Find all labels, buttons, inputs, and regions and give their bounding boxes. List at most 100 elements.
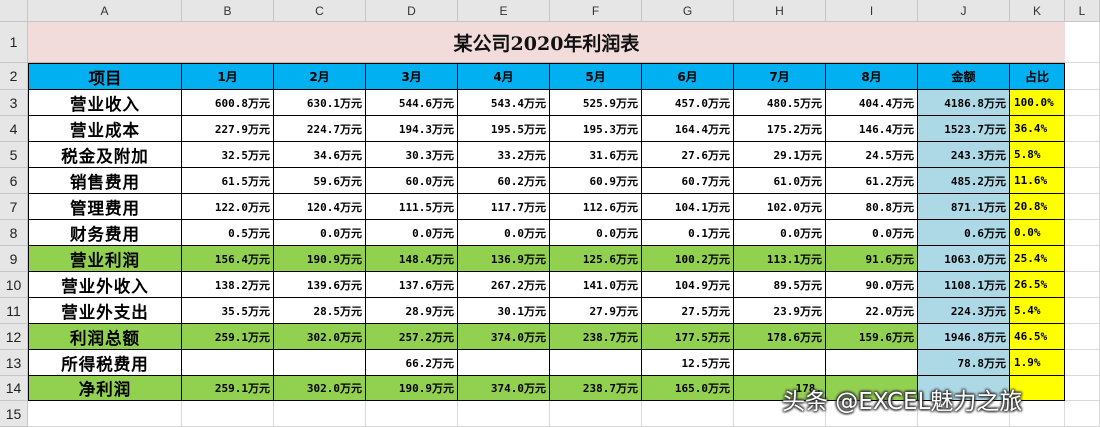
total-amount-cell[interactable]: 1523.7万元 <box>918 116 1010 142</box>
row-label[interactable]: 营业外支出 <box>28 298 182 324</box>
month-value-cell[interactable]: 34.6万元 <box>274 142 366 168</box>
row-header-11[interactable]: 11 <box>0 298 28 324</box>
month-value-cell[interactable]: 164.4万元 <box>642 116 734 142</box>
month-value-cell[interactable]: 66.2万元 <box>366 350 458 376</box>
month-value-cell[interactable] <box>550 350 642 376</box>
month-value-cell[interactable]: 138.2万元 <box>182 272 274 298</box>
total-amount-cell[interactable]: 224.3万元 <box>918 298 1010 324</box>
month-value-cell[interactable]: 27.5万元 <box>642 298 734 324</box>
month-value-cell[interactable]: 104.9万元 <box>642 272 734 298</box>
share-percent-cell[interactable]: 36.4% <box>1010 116 1065 142</box>
table-header-cell[interactable]: 8月 <box>826 63 918 90</box>
share-percent-cell[interactable]: 0.0% <box>1010 220 1065 246</box>
month-value-cell[interactable]: 267.2万元 <box>458 272 550 298</box>
month-value-cell[interactable]: 0.0万元 <box>366 220 458 246</box>
table-header-cell[interactable]: 7月 <box>734 63 826 90</box>
month-value-cell[interactable]: 113.1万元 <box>734 246 826 272</box>
month-value-cell[interactable]: 28.9万元 <box>366 298 458 324</box>
month-value-cell[interactable]: 137.6万元 <box>366 272 458 298</box>
column-header-a[interactable]: A <box>28 0 182 22</box>
month-value-cell[interactable]: 29.1万元 <box>734 142 826 168</box>
share-percent-cell[interactable] <box>1010 376 1065 401</box>
month-value-cell[interactable]: 175.2万元 <box>734 116 826 142</box>
row-header-7[interactable]: 7 <box>0 194 28 220</box>
total-amount-cell[interactable]: 485.2万元 <box>918 168 1010 194</box>
grid-cell[interactable] <box>1065 272 1100 298</box>
table-header-cell[interactable]: 金额 <box>918 63 1010 90</box>
month-value-cell[interactable]: 60.2万元 <box>458 168 550 194</box>
month-value-cell[interactable]: 457.0万元 <box>642 90 734 116</box>
row-label[interactable]: 利润总额 <box>28 324 182 350</box>
month-value-cell[interactable]: 31.6万元 <box>550 142 642 168</box>
month-value-cell[interactable]: 259.1万元 <box>182 376 274 401</box>
column-header-i[interactable]: I <box>826 0 918 22</box>
row-header-1[interactable]: 1 <box>0 22 28 63</box>
month-value-cell[interactable]: 23.9万元 <box>734 298 826 324</box>
month-value-cell[interactable]: 35.5万元 <box>182 298 274 324</box>
row-header-6[interactable]: 6 <box>0 168 28 194</box>
month-value-cell[interactable]: 480.5万元 <box>734 90 826 116</box>
month-value-cell[interactable]: 91.6万元 <box>826 246 918 272</box>
month-value-cell[interactable]: 30.1万元 <box>458 298 550 324</box>
grid-cell[interactable] <box>1065 220 1100 246</box>
month-value-cell[interactable]: 89.5万元 <box>734 272 826 298</box>
month-value-cell[interactable]: 0.5万元 <box>182 220 274 246</box>
month-value-cell[interactable]: 190.9万元 <box>274 246 366 272</box>
month-value-cell[interactable]: 257.2万元 <box>366 324 458 350</box>
select-all-corner[interactable] <box>0 0 28 22</box>
month-value-cell[interactable]: 60.7万元 <box>642 168 734 194</box>
table-header-cell[interactable]: 项目 <box>28 63 182 90</box>
row-header-3[interactable]: 3 <box>0 90 28 116</box>
month-value-cell[interactable]: 104.1万元 <box>642 194 734 220</box>
total-amount-cell[interactable]: 871.1万元 <box>918 194 1010 220</box>
row-label[interactable]: 营业利润 <box>28 246 182 272</box>
grid-cell[interactable] <box>366 401 458 427</box>
month-value-cell[interactable]: 141.0万元 <box>550 272 642 298</box>
month-value-cell[interactable]: 60.0万元 <box>366 168 458 194</box>
table-header-cell[interactable]: 6月 <box>642 63 734 90</box>
month-value-cell[interactable]: 0.0万元 <box>274 220 366 246</box>
row-label[interactable]: 管理费用 <box>28 194 182 220</box>
month-value-cell[interactable]: 544.6万元 <box>366 90 458 116</box>
month-value-cell[interactable] <box>826 350 918 376</box>
total-amount-cell[interactable]: 243.3万元 <box>918 142 1010 168</box>
month-value-cell[interactable]: 190.9万元 <box>366 376 458 401</box>
month-value-cell[interactable]: 120.4万元 <box>274 194 366 220</box>
row-header-14[interactable]: 14 <box>0 376 28 401</box>
month-value-cell[interactable]: 159.6万元 <box>826 324 918 350</box>
row-header-12[interactable]: 12 <box>0 324 28 350</box>
month-value-cell[interactable]: 111.5万元 <box>366 194 458 220</box>
month-value-cell[interactable]: 0.0万元 <box>458 220 550 246</box>
row-label[interactable]: 营业成本 <box>28 116 182 142</box>
row-label[interactable]: 营业外收入 <box>28 272 182 298</box>
grid-cell[interactable] <box>1065 22 1100 63</box>
column-header-d[interactable]: D <box>366 0 458 22</box>
month-value-cell[interactable]: 117.7万元 <box>458 194 550 220</box>
table-header-cell[interactable]: 1月 <box>182 63 274 90</box>
share-percent-cell[interactable]: 11.6% <box>1010 168 1065 194</box>
month-value-cell[interactable]: 0.1万元 <box>642 220 734 246</box>
grid-cell[interactable] <box>1065 63 1100 90</box>
month-value-cell[interactable]: 61.2万元 <box>826 168 918 194</box>
share-percent-cell[interactable]: 1.9% <box>1010 350 1065 376</box>
row-label[interactable]: 营业收入 <box>28 90 182 116</box>
total-amount-cell[interactable]: 0.6万元 <box>918 220 1010 246</box>
share-percent-cell[interactable]: 20.8% <box>1010 194 1065 220</box>
month-value-cell[interactable]: 194.3万元 <box>366 116 458 142</box>
month-value-cell[interactable]: 374.0万元 <box>458 324 550 350</box>
total-amount-cell[interactable]: 1063.0万元 <box>918 246 1010 272</box>
grid-cell[interactable] <box>1065 142 1100 168</box>
month-value-cell[interactable]: 90.0万元 <box>826 272 918 298</box>
table-header-cell[interactable]: 3月 <box>366 63 458 90</box>
table-header-cell[interactable]: 5月 <box>550 63 642 90</box>
month-value-cell[interactable]: 0.0万元 <box>826 220 918 246</box>
share-percent-cell[interactable]: 100.0% <box>1010 90 1065 116</box>
grid-cell[interactable] <box>1065 376 1100 401</box>
month-value-cell[interactable]: 146.4万元 <box>826 116 918 142</box>
month-value-cell[interactable]: 195.3万元 <box>550 116 642 142</box>
month-value-cell[interactable]: 238.7万元 <box>550 376 642 401</box>
month-value-cell[interactable]: 12.5万元 <box>642 350 734 376</box>
month-value-cell[interactable] <box>182 350 274 376</box>
month-value-cell[interactable]: 600.8万元 <box>182 90 274 116</box>
share-percent-cell[interactable]: 26.5% <box>1010 272 1065 298</box>
